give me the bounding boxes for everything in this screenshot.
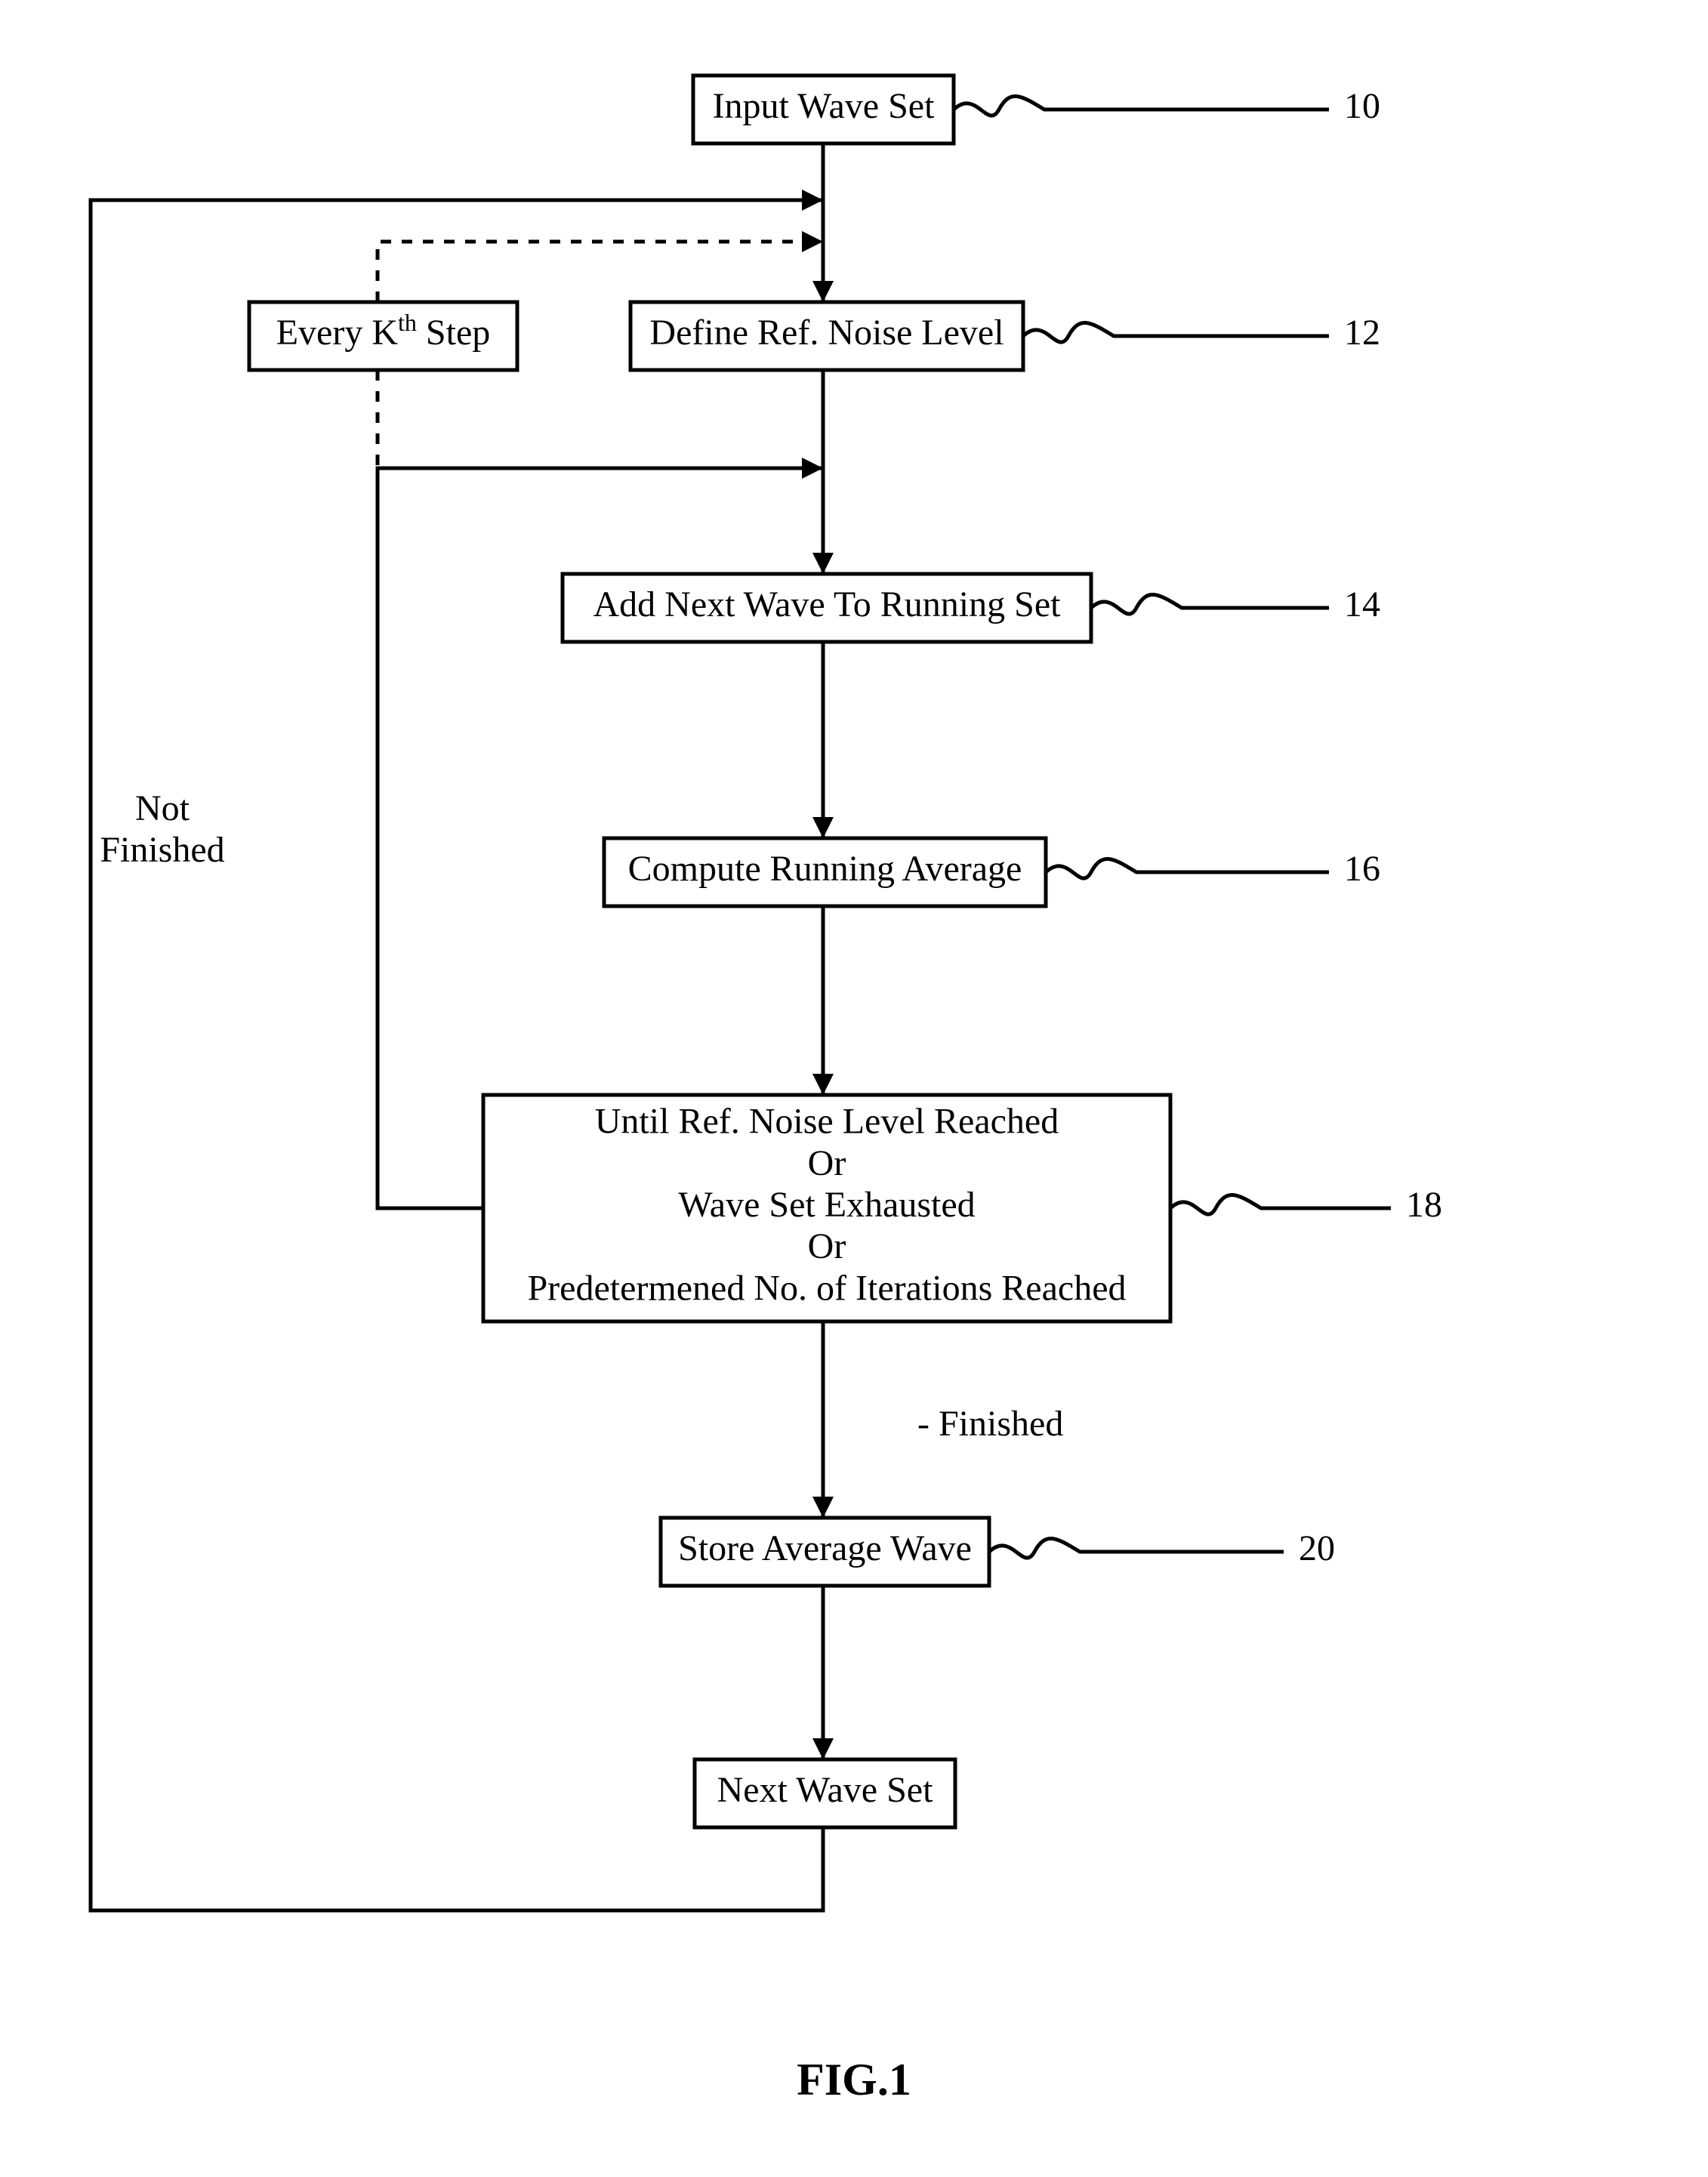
node-label: Or [808,1226,846,1266]
ref-label: 16 [1344,849,1380,889]
ref-label: 14 [1344,584,1380,624]
node-label: Store Average Wave [678,1528,972,1568]
edge-e3 [812,642,834,838]
figure-caption: FIG.1 [797,2055,911,2105]
node-n10: Input Wave Set 10 [693,76,1380,143]
node-label: Add Next Wave To Running Set [593,584,1062,624]
labels-layer: NotFinished - Finished FIG.1 [100,788,1063,2105]
node-nK: Every Kth Step [249,302,517,370]
free-label: Finished [100,830,224,870]
edge-e5 [812,1321,834,1518]
node-n18: Until Ref. Noise Level ReachedOrWave Set… [483,1095,1442,1321]
edge-e1 [812,143,834,302]
node-label: Input Wave Set [713,86,936,126]
free-label: Not [135,788,190,828]
edge-e4 [812,906,834,1095]
node-label: Next Wave Set [717,1770,934,1810]
edges-layer [91,143,834,1910]
edge-e10 [378,231,823,302]
node-n22: Next Wave Set [695,1759,955,1827]
ref-label: 18 [1406,1185,1442,1225]
node-n16: Compute Running Average 16 [604,838,1380,906]
ref-label: 20 [1299,1528,1335,1568]
node-label: Every Kth Step [276,309,491,353]
node-label: Predetermened No. of Iterations Reached [527,1268,1126,1308]
ref-label: 10 [1344,86,1380,126]
nodes-layer: Input Wave Set 10 Define Ref. Noise Level 1… [249,76,1442,1827]
node-label: Until Ref. Noise Level Reached [595,1102,1059,1142]
node-label: Compute Running Average [628,849,1022,889]
edge-e6 [812,1586,834,1759]
node-n20: Store Average Wave 20 [661,1518,1335,1586]
flowchart-canvas: Input Wave Set 10 Define Ref. Noise Level 1… [0,0,1708,2177]
edge-e7 [91,190,823,1910]
node-label: Or [808,1143,846,1183]
node-n12: Define Ref. Noise Level 12 [630,302,1380,370]
node-n14: Add Next Wave To Running Set 14 [563,574,1380,642]
node-label: Define Ref. Noise Level [649,313,1004,353]
ref-label: 12 [1344,313,1380,353]
node-label: Wave Set Exhausted [678,1185,975,1225]
edge-e2 [812,370,834,574]
free-label: - Finished [917,1404,1063,1444]
